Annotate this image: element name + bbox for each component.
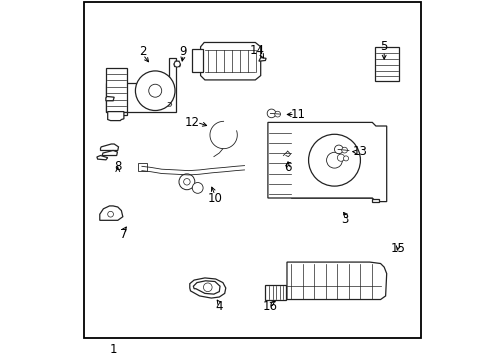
Circle shape: [274, 111, 280, 117]
Polygon shape: [258, 58, 265, 61]
Polygon shape: [102, 150, 117, 156]
Polygon shape: [374, 47, 399, 81]
Circle shape: [343, 156, 348, 161]
Polygon shape: [100, 206, 122, 220]
Circle shape: [337, 154, 344, 161]
Text: 8: 8: [114, 160, 121, 173]
Text: 14: 14: [249, 44, 264, 57]
Circle shape: [203, 283, 212, 292]
Polygon shape: [107, 112, 123, 121]
Text: 15: 15: [390, 242, 405, 255]
Polygon shape: [97, 156, 107, 160]
Text: 12: 12: [184, 116, 200, 129]
Circle shape: [341, 147, 347, 153]
Polygon shape: [267, 122, 386, 202]
Bar: [265, 285, 285, 300]
Bar: [138, 163, 147, 171]
Circle shape: [148, 84, 162, 97]
Text: 7: 7: [120, 228, 127, 240]
Circle shape: [183, 179, 190, 185]
Polygon shape: [286, 262, 386, 300]
Polygon shape: [106, 68, 127, 112]
Text: 5: 5: [380, 40, 387, 53]
Polygon shape: [193, 281, 220, 294]
Polygon shape: [192, 49, 203, 72]
Polygon shape: [101, 144, 118, 150]
Circle shape: [135, 71, 175, 111]
Text: 2: 2: [139, 45, 146, 58]
Polygon shape: [174, 61, 180, 67]
Circle shape: [326, 152, 342, 168]
Text: 9: 9: [179, 45, 187, 58]
Polygon shape: [106, 96, 114, 101]
Text: 6: 6: [284, 161, 291, 174]
Text: 10: 10: [207, 192, 222, 205]
Polygon shape: [189, 278, 225, 298]
Circle shape: [266, 109, 275, 118]
Text: 16: 16: [262, 300, 277, 313]
Polygon shape: [371, 199, 379, 202]
Polygon shape: [111, 112, 127, 115]
Polygon shape: [106, 58, 176, 112]
Circle shape: [174, 61, 180, 67]
Circle shape: [192, 183, 203, 193]
Text: 4: 4: [215, 300, 223, 313]
Text: 1: 1: [109, 343, 117, 356]
Text: 13: 13: [351, 145, 366, 158]
Polygon shape: [200, 42, 260, 80]
Circle shape: [107, 211, 113, 217]
Text: 11: 11: [290, 108, 305, 121]
Circle shape: [179, 174, 194, 190]
Circle shape: [334, 145, 343, 154]
Circle shape: [308, 134, 360, 186]
Text: 3: 3: [341, 213, 348, 226]
